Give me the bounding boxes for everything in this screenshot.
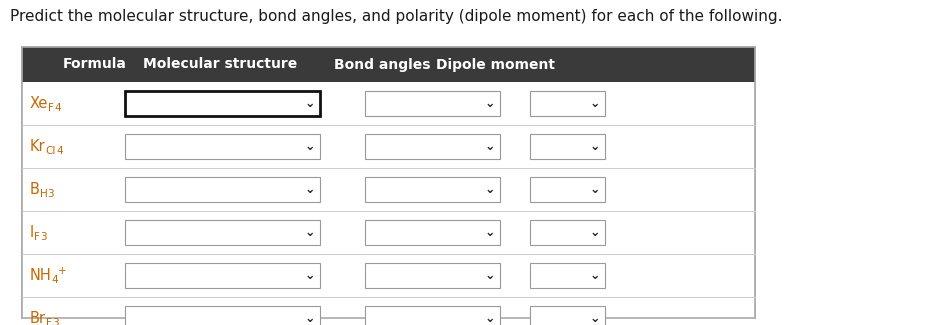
Text: H: H (40, 189, 48, 199)
Text: ⌄: ⌄ (590, 269, 600, 282)
Text: 4: 4 (55, 103, 61, 113)
Text: Molecular structure: Molecular structure (143, 58, 297, 72)
Text: ⌄: ⌄ (590, 226, 600, 239)
Bar (530, 91, 605, 116)
Text: ⌄: ⌄ (485, 97, 495, 110)
Text: 4: 4 (52, 275, 58, 285)
Bar (22, 47, 755, 82)
Text: ⌄: ⌄ (485, 183, 495, 196)
Bar (530, 263, 605, 288)
Text: ⌄: ⌄ (485, 140, 495, 153)
Text: 4: 4 (56, 146, 63, 156)
Text: ⌄: ⌄ (305, 269, 315, 282)
Bar (365, 177, 500, 202)
Text: ⌄: ⌄ (590, 140, 600, 153)
Bar (22, 125, 755, 168)
Text: Dipole moment: Dipole moment (436, 58, 555, 72)
Bar (365, 134, 500, 159)
Bar (530, 220, 605, 245)
Text: F: F (34, 232, 40, 242)
Bar (530, 134, 605, 159)
Text: NH: NH (30, 268, 52, 283)
Bar (22, 47, 755, 318)
Text: Xe: Xe (30, 96, 48, 111)
Text: ⌄: ⌄ (485, 269, 495, 282)
Bar (22, 297, 755, 325)
Bar (365, 220, 500, 245)
Text: +: + (58, 266, 67, 276)
Bar (365, 306, 500, 325)
Bar (365, 263, 500, 288)
Text: ⌄: ⌄ (305, 226, 315, 239)
Text: Cl: Cl (45, 146, 56, 156)
Text: F: F (46, 318, 52, 325)
Bar (22, 47, 755, 318)
Bar (22, 168, 755, 211)
Text: ⌄: ⌄ (590, 183, 600, 196)
Text: Predict the molecular structure, bond angles, and polarity (dipole moment) for e: Predict the molecular structure, bond an… (10, 8, 783, 23)
Text: Br: Br (30, 311, 46, 325)
Bar (530, 306, 605, 325)
Text: Bond angles: Bond angles (333, 58, 430, 72)
Text: Formula: Formula (62, 58, 126, 72)
Bar (125, 263, 320, 288)
Text: ⌄: ⌄ (485, 312, 495, 325)
Text: Kr: Kr (30, 139, 45, 154)
Text: I: I (30, 225, 34, 240)
Text: ⌄: ⌄ (485, 226, 495, 239)
Text: B: B (30, 182, 40, 197)
Bar (125, 306, 320, 325)
Bar (22, 211, 755, 254)
Text: ⌄: ⌄ (305, 312, 315, 325)
Text: ⌄: ⌄ (305, 140, 315, 153)
Bar (365, 91, 500, 116)
Text: 3: 3 (52, 318, 58, 325)
Text: ⌄: ⌄ (305, 183, 315, 196)
Bar (125, 91, 320, 116)
Bar (530, 177, 605, 202)
Bar (125, 134, 320, 159)
Text: 3: 3 (40, 232, 47, 242)
Text: ⌄: ⌄ (590, 312, 600, 325)
Bar (22, 254, 755, 297)
Bar (125, 177, 320, 202)
Bar (125, 220, 320, 245)
Text: F: F (48, 103, 55, 113)
Bar (22, 82, 755, 125)
Text: ⌄: ⌄ (305, 97, 315, 110)
Text: ⌄: ⌄ (590, 97, 600, 110)
Text: 3: 3 (48, 189, 55, 199)
